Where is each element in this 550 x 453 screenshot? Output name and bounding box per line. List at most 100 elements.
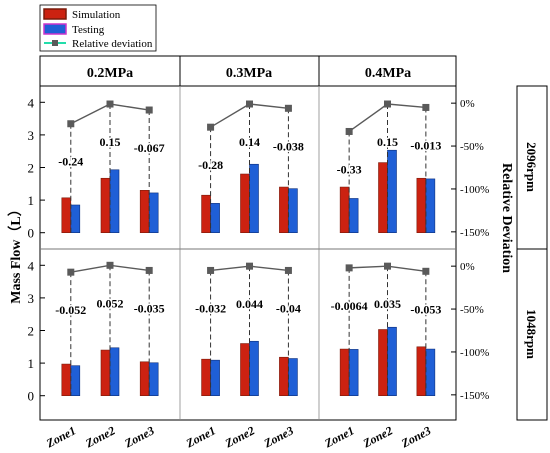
bar-simulation xyxy=(100,349,111,396)
category-tick-label: Zone3 xyxy=(121,423,156,451)
y2-tick-label: -100% xyxy=(460,347,489,359)
category-tick-label: Zone3 xyxy=(398,423,433,451)
bar-testing xyxy=(210,203,220,234)
deviation-marker xyxy=(422,267,430,275)
category-tick-label: Zone1 xyxy=(183,423,218,451)
bar-testing xyxy=(387,326,397,396)
deviation-value-label: -0.33 xyxy=(337,162,362,176)
bar-simulation xyxy=(240,173,250,234)
deviation-marker xyxy=(106,100,114,108)
bar-simulation xyxy=(201,358,211,396)
category-tick-label: Zone2 xyxy=(360,423,395,451)
category-tick-label: Zone3 xyxy=(261,423,296,451)
bar-testing xyxy=(288,358,298,397)
deviation-marker xyxy=(384,262,391,270)
legend-label-testing: Testing xyxy=(72,24,105,36)
bar-testing xyxy=(425,178,436,234)
deviation-value-label: 0.035 xyxy=(374,297,401,311)
pressure-label: 0.4MPa xyxy=(365,66,411,81)
y-tick-label: 0 xyxy=(28,389,35,404)
bar-simulation xyxy=(201,194,211,234)
bar-simulation xyxy=(378,329,388,397)
deviation-value-label: -0.0064 xyxy=(331,299,368,313)
bar-simulation xyxy=(339,186,350,233)
deviation-marker xyxy=(345,127,353,135)
legend-swatch-testing xyxy=(43,23,67,35)
y2-tick-label: -150% xyxy=(460,390,489,402)
bar-testing xyxy=(109,347,120,397)
bar-testing xyxy=(70,365,81,397)
deviation-value-label: -0.032 xyxy=(195,301,226,315)
bar-testing xyxy=(425,348,436,397)
legend: Simulation Testing Relative deviation xyxy=(39,4,157,52)
legend-label-deviation: Relative deviation xyxy=(72,38,153,50)
category-tick-label: Zone1 xyxy=(321,423,356,451)
category-tick-label: Zone2 xyxy=(82,423,117,451)
deviation-value-label: -0.04 xyxy=(276,301,301,315)
deviation-marker xyxy=(207,266,215,274)
speed-label: 1048rpm xyxy=(524,309,539,359)
bar-simulation xyxy=(240,343,250,397)
bar-simulation xyxy=(139,361,150,396)
legend-label-simulation: Simulation xyxy=(72,9,121,21)
y-tick-label: 2 xyxy=(28,161,35,176)
deviation-value-label: 0.14 xyxy=(239,135,260,149)
deviation-value-label: 0.044 xyxy=(236,297,263,311)
deviation-marker xyxy=(246,100,253,108)
axis-ticks: 0 1 2 3 4 0% -50% -100% -150% 0 1 2 3 4 0% -50% -100% -15… xyxy=(28,95,490,403)
bar-testing xyxy=(288,188,298,234)
deviation-value-label: -0.013 xyxy=(410,138,441,152)
header-row xyxy=(39,55,457,87)
y-tick-label: 4 xyxy=(28,258,35,273)
bar-simulation xyxy=(279,356,289,396)
deviation-marker xyxy=(384,100,391,108)
deviation-value-label: 0.15 xyxy=(100,135,121,149)
deviation-value-label: -0.052 xyxy=(55,303,86,317)
y-tick-label: 3 xyxy=(28,291,35,306)
deviation-marker xyxy=(422,103,430,111)
y2-tick-label: -50% xyxy=(460,304,484,316)
bar-testing xyxy=(109,169,120,233)
bar-simulation xyxy=(339,348,350,397)
legend-marker-deviation xyxy=(52,40,58,46)
deviation-marker xyxy=(345,264,353,272)
bar-testing xyxy=(249,340,259,396)
deviation-value-label: 0.052 xyxy=(97,296,124,310)
bar-testing xyxy=(387,149,397,233)
y2-tick-label: -50% xyxy=(460,141,484,153)
bar-testing xyxy=(148,192,159,233)
y-axis-title: Mass Flow（L） xyxy=(8,202,24,304)
bar-simulation xyxy=(61,197,72,233)
y2-axis-title: Relative Deviation xyxy=(499,163,514,273)
bar-simulation xyxy=(416,346,427,396)
deviation-marker xyxy=(145,266,153,274)
bar-testing xyxy=(348,198,359,234)
speed-label: 2096rpm xyxy=(524,142,539,192)
deviation-value-label: -0.053 xyxy=(410,302,441,316)
category-tick-label: Zone2 xyxy=(222,423,257,451)
bar-testing xyxy=(148,362,159,396)
bar-testing xyxy=(348,349,359,396)
deviation-value-label: 0.15 xyxy=(377,135,398,149)
bar-simulation xyxy=(416,177,427,233)
deviation-value-label: -0.038 xyxy=(273,139,304,153)
speed-box xyxy=(516,248,548,421)
bar-simulation xyxy=(61,363,72,397)
bar-simulation xyxy=(100,177,111,233)
deviation-marker xyxy=(106,261,114,269)
bar-testing xyxy=(70,204,81,234)
y2-tick-label: 0% xyxy=(460,98,475,110)
y-tick-label: 2 xyxy=(28,324,35,339)
deviation-value-label: -0.24 xyxy=(58,155,83,169)
deviation-value-label: -0.067 xyxy=(134,141,165,155)
deviation-marker xyxy=(284,266,292,274)
category-tick-label: Zone1 xyxy=(43,423,78,451)
deviation-marker xyxy=(67,268,75,276)
deviation-marker xyxy=(145,106,153,114)
deviation-marker xyxy=(284,104,292,112)
y-tick-label: 1 xyxy=(28,193,35,208)
deviation-value-label: -0.28 xyxy=(198,158,223,172)
y2-tick-label: 0% xyxy=(460,261,475,273)
bar-testing xyxy=(249,163,259,234)
